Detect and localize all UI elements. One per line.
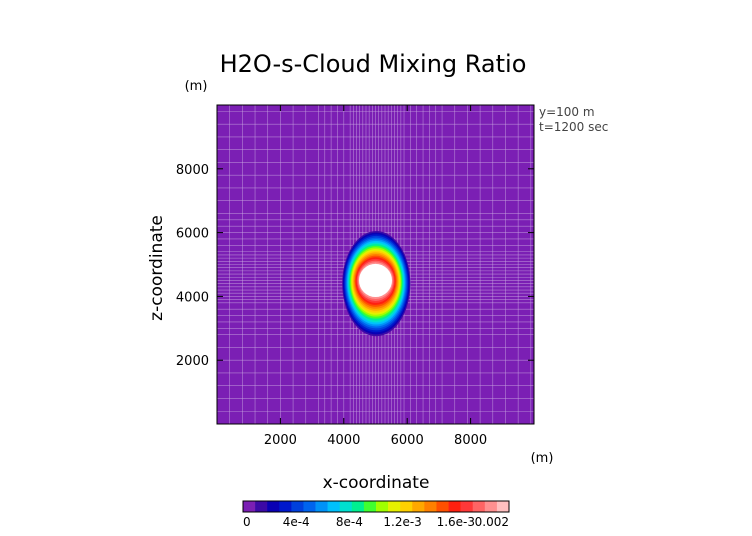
x-tick-label: 4000 [327, 433, 360, 448]
colorbar-swatch [496, 501, 510, 512]
colorbar-swatch [351, 501, 365, 512]
colorbar-swatch [339, 501, 353, 512]
y-axis: 2000 4000 6000 8000 [176, 163, 534, 369]
annotation-y: y=100 m [539, 105, 595, 119]
colorbar-swatch [388, 501, 401, 512]
y-tick-label: 6000 [176, 227, 209, 242]
y-tick-label: 4000 [176, 290, 209, 305]
colorbar-swatch [279, 501, 292, 512]
x-tick-label: 6000 [391, 433, 424, 448]
x-tick-label: 2000 [264, 433, 297, 448]
colorbar-swatch [436, 501, 449, 512]
colorbar-swatch [255, 501, 268, 512]
colorbar: 0 4e-4 8e-4 1.2e-3 1.6e-3 0.002 [242, 500, 510, 529]
x-axis-label: x-coordinate [323, 473, 430, 493]
colorbar-swatch [460, 501, 474, 512]
colorbar-tick-label: 1.2e-3 [383, 515, 421, 529]
y-tick-label: 8000 [176, 163, 209, 178]
annotation-t: t=1200 sec [539, 120, 608, 134]
colorbar-swatch [484, 501, 498, 512]
x-tick-label: 8000 [454, 433, 487, 448]
colorbar-swatch [472, 501, 486, 512]
chart-title: H2O-s-Cloud Mixing Ratio [220, 50, 527, 78]
colorbar-tick-label: 4e-4 [283, 515, 310, 529]
x-unit-label: (m) [531, 451, 554, 466]
colorbar-swatch [315, 501, 328, 512]
colorbar-swatch [400, 501, 413, 512]
colorbar-swatch [327, 501, 341, 512]
colorbar-swatch [376, 501, 389, 512]
colorbar-swatch [363, 501, 377, 512]
z-unit-label: (m) [185, 79, 208, 94]
x-axis: 2000 4000 6000 8000 [264, 105, 487, 448]
colorbar-tick-label: 0.002 [475, 515, 509, 529]
contour-core [359, 263, 392, 298]
cloud-contours [342, 231, 411, 337]
colorbar-swatch [448, 501, 461, 512]
colorbar-tick-label: 8e-4 [336, 515, 363, 529]
colorbar-swatch [424, 501, 437, 512]
colorbar-swatch [243, 501, 256, 512]
colorbar-swatch [267, 501, 280, 512]
plot-frame [216, 104, 535, 425]
colorbar-swatch [412, 501, 425, 512]
colorbar-swatch [303, 501, 316, 512]
colorbar-tick-label: 0 [243, 515, 251, 529]
colorbar-tick-label: 1.6e-3 [437, 515, 475, 529]
colorbar-swatch [291, 501, 304, 512]
colorbar-frame [242, 500, 510, 513]
y-tick-label: 2000 [176, 354, 209, 369]
y-axis-label: z-coordinate [147, 215, 167, 321]
